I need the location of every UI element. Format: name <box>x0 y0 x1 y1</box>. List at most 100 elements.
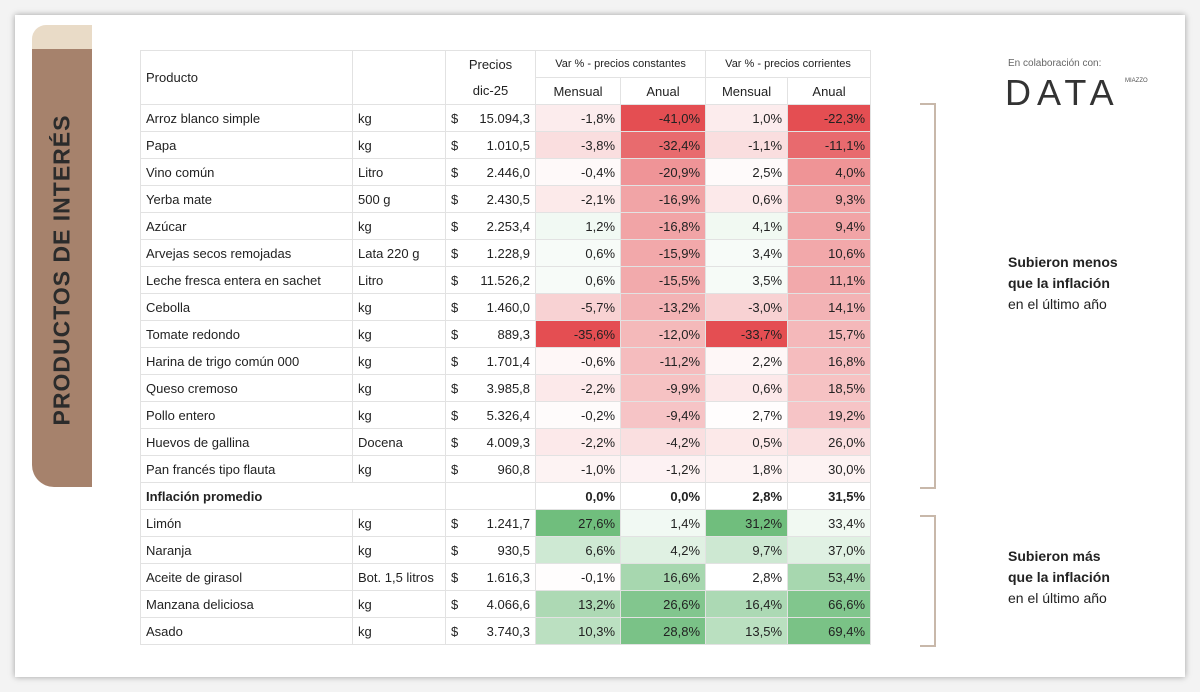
currency: $ <box>445 185 466 213</box>
variation: -35,6% <box>535 320 622 348</box>
price: 1.460,0 <box>465 293 537 321</box>
data-row: Manzana deliciosa kg $4.066,6 13,2% 26,6% 16,… <box>140 590 872 618</box>
price: 1.701,4 <box>465 347 537 375</box>
variation: -33,7% <box>705 320 789 348</box>
unit: Litro <box>352 158 446 186</box>
header-cell: dic-25 <box>444 77 537 105</box>
data-row: Limón kg $1.241,7 27,6% 1,4% 31,2% 33,4% <box>140 509 872 537</box>
header-cell: Mensual <box>535 77 622 105</box>
currency: $ <box>445 347 466 375</box>
variation: 11,1% <box>787 266 872 294</box>
data-row: Papa kg $1.010,5 -3,8% -32,4% -1,1% -11,1% <box>140 131 872 159</box>
product-name: Vino común <box>140 158 353 186</box>
header-cell: Anual <box>620 77 707 105</box>
variation: 18,5% <box>787 374 872 402</box>
variation: 13,5% <box>705 617 789 645</box>
price: 4.009,3 <box>465 428 537 456</box>
note-line: Subieron menos <box>1008 254 1118 270</box>
note-line: que la inflación <box>1008 275 1110 291</box>
currency: $ <box>445 563 466 591</box>
price: 3.985,8 <box>465 374 537 402</box>
data-row: Pan francés tipo flauta kg $960,8 -1,0% -1,2… <box>140 455 872 483</box>
currency: $ <box>445 212 466 240</box>
unit: Lata 220 g <box>352 239 446 267</box>
price: 1.228,9 <box>465 239 537 267</box>
note-line: en el último año <box>1008 296 1107 312</box>
unit: kg <box>352 374 446 402</box>
product-name: Leche fresca entera en sachet <box>140 266 353 294</box>
product-name: Queso cremoso <box>140 374 353 402</box>
product-name: Huevos de gallina <box>140 428 353 456</box>
variation: 16,6% <box>620 563 707 591</box>
header-cell: Var % - precios corrientes <box>705 50 872 78</box>
data-row: Huevos de gallina Docena $4.009,3 -2,2% -4,2… <box>140 428 872 456</box>
unit: kg <box>352 293 446 321</box>
data-row: Cebolla kg $1.460,0 -5,7% -13,2% -3,0% 14,1% <box>140 293 872 321</box>
variation: -32,4% <box>620 131 707 159</box>
unit: Docena <box>352 428 446 456</box>
variation: 33,4% <box>787 509 872 537</box>
variation: 3,5% <box>705 266 789 294</box>
variation: -1,8% <box>535 104 622 132</box>
bracket <box>920 515 936 647</box>
product-name: Azúcar <box>140 212 353 240</box>
unit: kg <box>352 509 446 537</box>
variation: -0,1% <box>535 563 622 591</box>
variation: 9,7% <box>705 536 789 564</box>
note-line: que la inflación <box>1008 569 1110 585</box>
product-name: Manzana deliciosa <box>140 590 353 618</box>
variation: -1,0% <box>535 455 622 483</box>
variation: -2,2% <box>535 428 622 456</box>
variation: 0,6% <box>705 185 789 213</box>
variation: 0,5% <box>705 428 789 456</box>
variation: 19,2% <box>787 401 872 429</box>
product-name: Limón <box>140 509 353 537</box>
variation: 1,4% <box>620 509 707 537</box>
variation: -0,4% <box>535 158 622 186</box>
price: 889,3 <box>465 320 537 348</box>
price: 11.526,2 <box>465 266 537 294</box>
variation: -41,0% <box>620 104 707 132</box>
price: 15.094,3 <box>465 104 537 132</box>
variation: 2,8% <box>705 563 789 591</box>
data-row: Azúcar kg $2.253,4 1,2% -16,8% 4,1% 9,4% <box>140 212 872 240</box>
brand-name: DATA <box>1005 72 1120 113</box>
currency: $ <box>445 293 466 321</box>
unit: kg <box>352 401 446 429</box>
variation: 1,0% <box>705 104 789 132</box>
variation: 6,6% <box>535 536 622 564</box>
variation: -2,1% <box>535 185 622 213</box>
header-cell: Var % - precios constantes <box>535 50 707 78</box>
variation: 53,4% <box>787 563 872 591</box>
variation: 13,2% <box>535 590 622 618</box>
product-name: Pollo entero <box>140 401 353 429</box>
variation: 2,5% <box>705 158 789 186</box>
variation: 31,2% <box>705 509 789 537</box>
average-value: 2,8% <box>705 482 789 510</box>
data-row: Harina de trigo común 000 kg $1.701,4 -0,6%… <box>140 347 872 375</box>
variation: -9,4% <box>620 401 707 429</box>
currency: $ <box>445 320 466 348</box>
price: 2.253,4 <box>465 212 537 240</box>
unit: kg <box>352 590 446 618</box>
product-name: Asado <box>140 617 353 645</box>
currency: $ <box>445 131 466 159</box>
currency: $ <box>445 428 466 456</box>
variation: -16,9% <box>620 185 707 213</box>
variation: 16,8% <box>787 347 872 375</box>
variation: 69,4% <box>787 617 872 645</box>
variation: -0,2% <box>535 401 622 429</box>
sidebar-title: PRODUCTOS DE INTERÉS <box>48 114 75 426</box>
variation: 37,0% <box>787 536 872 564</box>
header-cell: Precios <box>444 50 537 78</box>
price: 1.010,5 <box>465 131 537 159</box>
data-row: Arroz blanco simple kg $15.094,3 -1,8% -41,0… <box>140 104 872 132</box>
variation: 9,4% <box>787 212 872 240</box>
product-name: Harina de trigo común 000 <box>140 347 353 375</box>
variation: -22,3% <box>787 104 872 132</box>
product-name: Arroz blanco simple <box>140 104 353 132</box>
product-name: Naranja <box>140 536 353 564</box>
variation: 26,0% <box>787 428 872 456</box>
average-value: 0,0% <box>535 482 622 510</box>
